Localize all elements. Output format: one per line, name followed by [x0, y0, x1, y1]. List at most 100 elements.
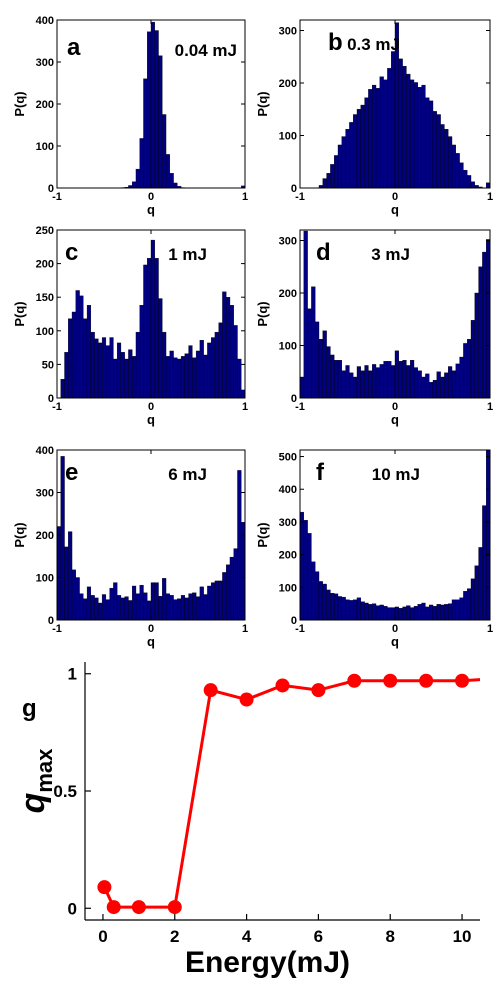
- bar: [71, 569, 76, 621]
- bar: [56, 526, 61, 621]
- bar: [421, 84, 426, 189]
- bar: [143, 264, 148, 399]
- y-tick-label: 0: [48, 183, 54, 195]
- bar: [398, 608, 403, 621]
- bar: [188, 345, 193, 399]
- bar: [353, 114, 358, 189]
- bar: [90, 331, 95, 399]
- y-tick-label: 200: [36, 259, 54, 271]
- bar: [410, 79, 415, 189]
- bar: [429, 604, 434, 621]
- bar: [425, 97, 430, 189]
- bar: [410, 360, 415, 399]
- bar: [147, 31, 152, 189]
- bar: [413, 82, 418, 189]
- x-tick-label: 10: [453, 927, 472, 946]
- bar: [383, 79, 388, 189]
- bar: [177, 358, 182, 399]
- bar: [158, 298, 163, 399]
- bar: [222, 291, 227, 399]
- energy-label: 6 mJ: [168, 465, 207, 484]
- panel-label: c: [65, 239, 78, 266]
- bar: [139, 138, 144, 189]
- bar: [394, 606, 399, 621]
- x-axis-label: q: [147, 412, 155, 427]
- panel-label: b: [328, 29, 343, 56]
- bar: [299, 511, 304, 621]
- bar: [455, 153, 460, 189]
- bar: [199, 340, 204, 399]
- x-tick-label: -1: [52, 191, 62, 203]
- bar: [368, 89, 373, 189]
- data-point: [167, 900, 182, 915]
- bar: [150, 582, 155, 621]
- bar: [326, 346, 331, 399]
- data-point: [383, 673, 398, 688]
- bar: [128, 349, 133, 399]
- bar: [132, 585, 137, 621]
- data-point: [203, 683, 218, 698]
- bar: [184, 597, 189, 621]
- bar: [341, 136, 346, 189]
- x-axis-label: q: [391, 634, 399, 649]
- bar: [429, 100, 434, 189]
- bar: [349, 600, 354, 621]
- bar: [368, 370, 373, 399]
- y-tick-label: 200: [279, 78, 297, 90]
- x-tick-label: 0: [392, 401, 398, 413]
- bar: [478, 266, 483, 399]
- bar: [337, 144, 342, 189]
- bar: [421, 602, 426, 621]
- bar: [60, 379, 65, 399]
- y-tick-label: 200: [279, 288, 297, 300]
- bar: [237, 470, 242, 621]
- bar: [214, 580, 219, 621]
- bar: [195, 596, 201, 621]
- bar: [173, 357, 178, 399]
- panel-label: a: [67, 34, 81, 61]
- bar: [203, 594, 208, 621]
- bar: [364, 602, 369, 621]
- bar: [440, 124, 445, 189]
- data-point: [97, 880, 112, 895]
- bar: [105, 599, 110, 621]
- x-tick-label: 0: [148, 623, 154, 635]
- bar: [349, 372, 354, 399]
- y-tick-label: 200: [279, 550, 297, 562]
- bar: [436, 114, 441, 189]
- bar: [425, 373, 430, 399]
- bar: [421, 376, 426, 399]
- y-tick-label: 400: [36, 445, 54, 457]
- bar: [482, 505, 487, 621]
- bar: [64, 546, 69, 621]
- y-tick-label: 0: [291, 393, 297, 405]
- data-point: [239, 692, 254, 707]
- bar: [135, 168, 140, 189]
- panel-label: f: [316, 459, 325, 486]
- bar: [432, 111, 437, 189]
- bar: [207, 585, 212, 621]
- bar: [448, 603, 453, 621]
- energy-label: 1 mJ: [168, 245, 207, 264]
- bar: [455, 599, 460, 621]
- y-tick-label: 0: [48, 393, 54, 405]
- y-axis-label: P(q): [12, 301, 27, 326]
- bar: [233, 548, 238, 621]
- bar: [192, 357, 197, 399]
- bar: [188, 593, 193, 621]
- bar: [147, 258, 152, 399]
- bar: [303, 520, 308, 621]
- x-axis-label: q: [147, 634, 155, 649]
- bar: [132, 181, 137, 189]
- bar: [143, 78, 148, 189]
- bar: [192, 592, 197, 621]
- bar: [79, 295, 84, 399]
- bar: [451, 370, 456, 399]
- y-tick-label: 100: [36, 326, 54, 338]
- data-point: [275, 678, 290, 693]
- x-tick-label: 6: [314, 927, 323, 946]
- x-tick-label: 0: [98, 927, 107, 946]
- bar: [128, 600, 133, 621]
- bar: [448, 366, 453, 399]
- bar: [375, 367, 380, 399]
